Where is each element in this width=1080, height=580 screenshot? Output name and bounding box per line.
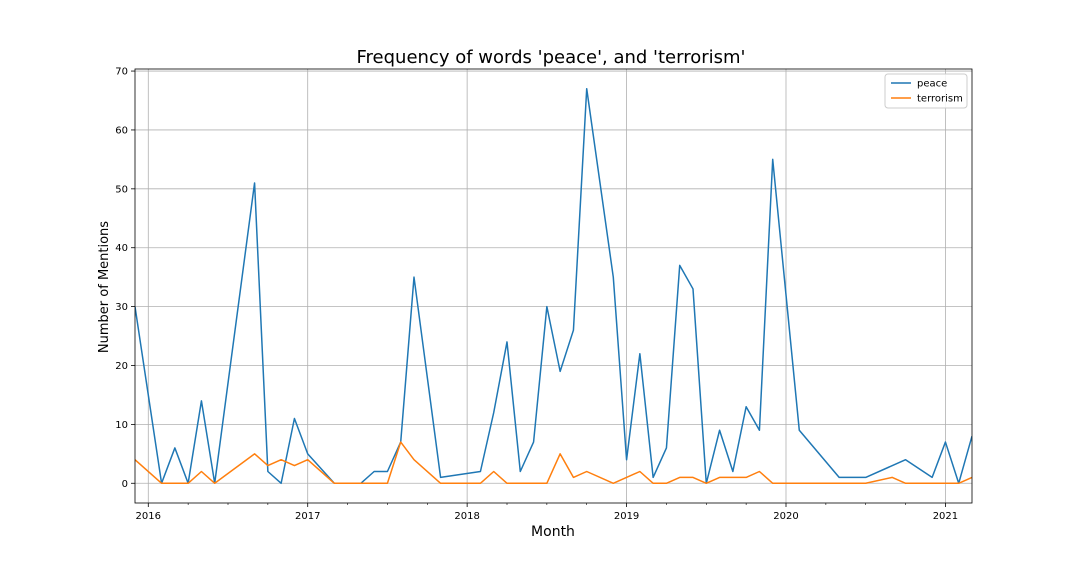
series-line-terrorism <box>135 441 972 485</box>
legend-label: peace <box>917 79 947 90</box>
x-tick-label: 2021 <box>933 511 958 522</box>
y-tick-label: 0 <box>122 479 128 490</box>
legend-label: terrorism <box>917 94 963 105</box>
series-lines <box>135 87 972 485</box>
y-tick-label: 30 <box>115 302 128 313</box>
y-tick-label: 50 <box>115 184 128 195</box>
y-tick-label: 20 <box>115 361 128 372</box>
x-tick-label: 2017 <box>295 511 320 522</box>
x-tick-label: 2018 <box>454 511 479 522</box>
chart-title: Frequency of words 'peace', and 'terrori… <box>357 47 746 68</box>
series-line-peace <box>135 87 972 485</box>
y-tick-label: 40 <box>115 243 128 254</box>
y-axis-label: Number of Mentions <box>97 221 112 353</box>
axes: 2016 2017 2018 2019 2020 2021 0 10 20 30 40 50 60 70 <box>115 67 958 522</box>
x-tick-label: 2019 <box>614 511 639 522</box>
y-tick-label: 10 <box>115 420 128 431</box>
x-tick-label: 2020 <box>773 511 798 522</box>
plot-area-frame <box>134 68 973 504</box>
y-tick-label: 60 <box>115 125 128 136</box>
gridlines <box>135 69 972 503</box>
x-tick-label: 2016 <box>136 511 161 522</box>
y-tick-label: 70 <box>115 67 128 78</box>
x-axis-label: Month <box>531 524 575 540</box>
legend: peace terrorism <box>884 73 968 109</box>
